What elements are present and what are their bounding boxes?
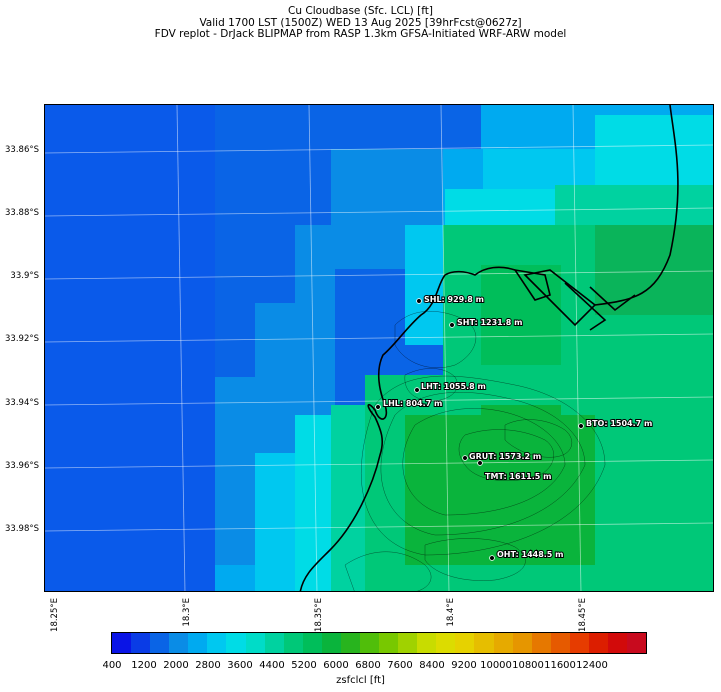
- colorbar-swatch: [436, 633, 456, 653]
- colorbar-swatch: [627, 633, 647, 653]
- station-label-lht: LHT: 1055.8 m: [421, 382, 486, 391]
- colorbar-swatch: [398, 633, 418, 653]
- map-canvas: SHL: 929.8 m SHT: 1231.8 m LHT: 1055.8 m…: [45, 105, 713, 591]
- colorbar-swatch: [417, 633, 437, 653]
- colorbar-swatch: [245, 633, 265, 653]
- colorbar-swatch: [188, 633, 208, 653]
- lat-label: 33.98°S: [5, 524, 39, 534]
- map-title: Cu Cloudbase (Sfc. LCL) [ft] Valid 1700 …: [0, 5, 721, 41]
- colorbar-tick-label: 2800: [195, 660, 221, 671]
- colorbar-swatch: [379, 633, 399, 653]
- station-label-grut: GRUT: 1573.2 m: [469, 452, 541, 461]
- colorbar-tick-label: 7600: [387, 660, 413, 671]
- station-marker-grut[interactable]: [462, 455, 468, 461]
- colorbar-tick-label: 2000: [163, 660, 189, 671]
- colorbar-tick-label: 12400: [576, 660, 608, 671]
- title-line-2: Valid 1700 LST (1500Z) WED 13 Aug 2025 […: [199, 16, 522, 29]
- lon-label: 18.4°E: [446, 598, 456, 627]
- station-label-bto: BTO: 1504.7 m: [586, 419, 652, 428]
- lat-label: 33.9°S: [10, 271, 39, 281]
- station-marker-tmt[interactable]: [477, 460, 483, 466]
- lon-label: 18.45°E: [578, 598, 588, 632]
- graticule: [45, 105, 713, 591]
- colorbar-swatch: [550, 633, 570, 653]
- station-label-oht: OHT: 1448.5 m: [497, 550, 564, 559]
- colorbar-tick-label: 400: [102, 660, 122, 671]
- colorbar-swatch: [226, 633, 246, 653]
- colorbar-tick-label: 6800: [355, 660, 381, 671]
- lat-label: 33.88°S: [5, 208, 39, 218]
- lat-label: 33.86°S: [5, 145, 39, 155]
- station-label-tmt: TMT: 1611.5 m: [485, 472, 551, 481]
- colorbar-tick-label: 1200: [131, 660, 157, 671]
- colorbar-tick-label: 11600: [544, 660, 576, 671]
- colorbar-swatch: [608, 633, 628, 653]
- colorbar-swatch: [264, 633, 284, 653]
- colorbar-swatch: [302, 633, 322, 653]
- lon-label: 18.25°E: [50, 598, 60, 632]
- coastline: [299, 105, 679, 591]
- station-label-lhl: LHL: 804.7 m: [383, 399, 442, 408]
- colorbar-label: zsfclcl [ft]: [336, 675, 385, 686]
- station-markers: [375, 298, 584, 561]
- station-marker-lht[interactable]: [414, 387, 420, 393]
- colorbar-swatch: [360, 633, 380, 653]
- colorbar-swatch: [169, 633, 189, 653]
- colorbar-swatch: [112, 633, 132, 653]
- lon-label: 18.3°E: [182, 598, 192, 627]
- colorbar-swatch: [531, 633, 551, 653]
- terrain-contours: [344, 311, 606, 591]
- colorbar-tick-label: 5200: [291, 660, 317, 671]
- colorbar-swatch: [283, 633, 303, 653]
- lat-label: 33.92°S: [5, 334, 39, 344]
- map-area[interactable]: SHL: 929.8 m SHT: 1231.8 m LHT: 1055.8 m…: [44, 104, 714, 592]
- colorbar-swatch: [150, 633, 170, 653]
- colorbar-swatch: [569, 633, 589, 653]
- colorbar-swatch: [493, 633, 513, 653]
- colorbar-swatch: [207, 633, 227, 653]
- colorbar-swatch: [131, 633, 151, 653]
- station-label-sht: SHT: 1231.8 m: [457, 318, 522, 327]
- colorbar-swatch: [340, 633, 361, 653]
- lat-label: 33.96°S: [5, 461, 39, 471]
- colorbar-swatch: [512, 633, 532, 653]
- colorbar-tick-label: 10800: [512, 660, 544, 671]
- lat-label: 33.94°S: [5, 398, 39, 408]
- colorbar-swatch: [474, 633, 494, 653]
- title-line-1: Cu Cloudbase (Sfc. LCL) [ft]: [288, 5, 433, 17]
- station-marker-bto[interactable]: [578, 423, 584, 429]
- title-line-3: FDV replot - DrJack BLIPMAP from RASP 1.…: [154, 28, 567, 40]
- colorbar-tick-label: 4400: [259, 660, 285, 671]
- station-marker-oht[interactable]: [489, 555, 495, 561]
- colorbar-tick-label: 6000: [323, 660, 349, 671]
- colorbar-swatch: [321, 633, 341, 653]
- station-labels: SHL: 929.8 m SHT: 1231.8 m LHT: 1055.8 m…: [382, 294, 653, 560]
- colorbar-swatch: [455, 633, 475, 653]
- station-label-shl: SHL: 929.8 m: [424, 295, 484, 304]
- colorbar-tick-label: 3600: [227, 660, 253, 671]
- station-marker-shl[interactable]: [416, 298, 422, 304]
- colorbar-tick-label: 10000: [480, 660, 512, 671]
- colorbar-tick-label: 9200: [451, 660, 477, 671]
- station-marker-sht[interactable]: [449, 322, 455, 328]
- station-marker-lhl[interactable]: [375, 404, 381, 410]
- colorbar-swatch: [588, 633, 609, 653]
- colorbar: [111, 632, 647, 654]
- lon-label: 18.35°E: [314, 598, 324, 632]
- colorbar-tick-label: 8400: [419, 660, 445, 671]
